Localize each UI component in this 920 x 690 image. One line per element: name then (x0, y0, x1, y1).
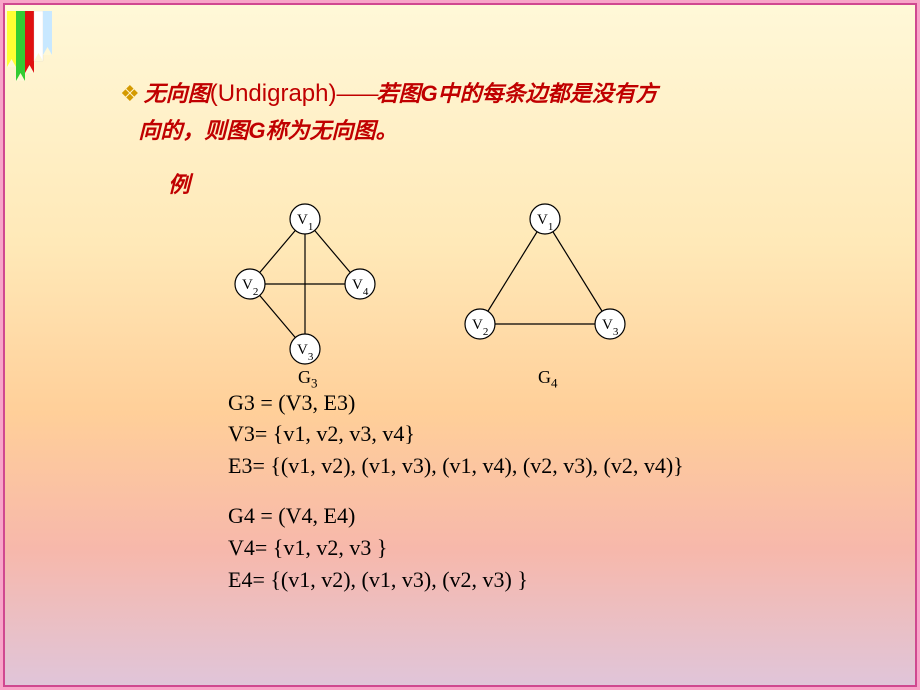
g4-line1: G4 = (V4, E4) (228, 500, 875, 532)
g3-def: G3 = (V3, E3) V3= {v1, v2, v3, v4} E3= {… (228, 387, 875, 483)
g4-line3: E4= {(v1, v2), (v1, v3), (v2, v3) } (228, 564, 875, 596)
term-en: (Undigraph) (210, 80, 337, 107)
g4-label: G4 (538, 367, 558, 392)
g3-line3: E3= {(v1, v2), (v1, v3), (v1, v4), (v2, … (228, 450, 875, 482)
g3-label: G3 (298, 367, 318, 392)
term-zh: 无向图 (144, 81, 210, 106)
definitions: G3 = (V3, E3) V3= {v1, v2, v3, v4} E3= {… (228, 387, 875, 596)
g3-line1: G3 = (V3, E3) (228, 387, 875, 419)
g4-line2: V4= {v1, v2, v3 } (228, 532, 875, 564)
g3-line2: V3= {v1, v2, v3, v4} (228, 418, 875, 450)
def-part1: 若图G中的每条边都是没有方 (376, 81, 657, 106)
ribbon-decoration (5, 11, 59, 99)
dash: —— (336, 81, 376, 106)
graphs-area: V1V2V4V3V1V2V3 G3 G4 (160, 169, 860, 379)
bullet-icon: ❖ (120, 81, 140, 106)
graphs-svg: V1V2V4V3V1V2V3 (160, 169, 680, 379)
g4-def: G4 = (V4, E4) V4= {v1, v2, v3 } E4= {(v1… (228, 500, 875, 596)
heading: ❖无向图(Undigraph)——若图G中的每条边都是没有方 向的，则图G称为无… (120, 75, 875, 149)
def-part2: 向的，则图G称为无向图。 (138, 118, 397, 143)
